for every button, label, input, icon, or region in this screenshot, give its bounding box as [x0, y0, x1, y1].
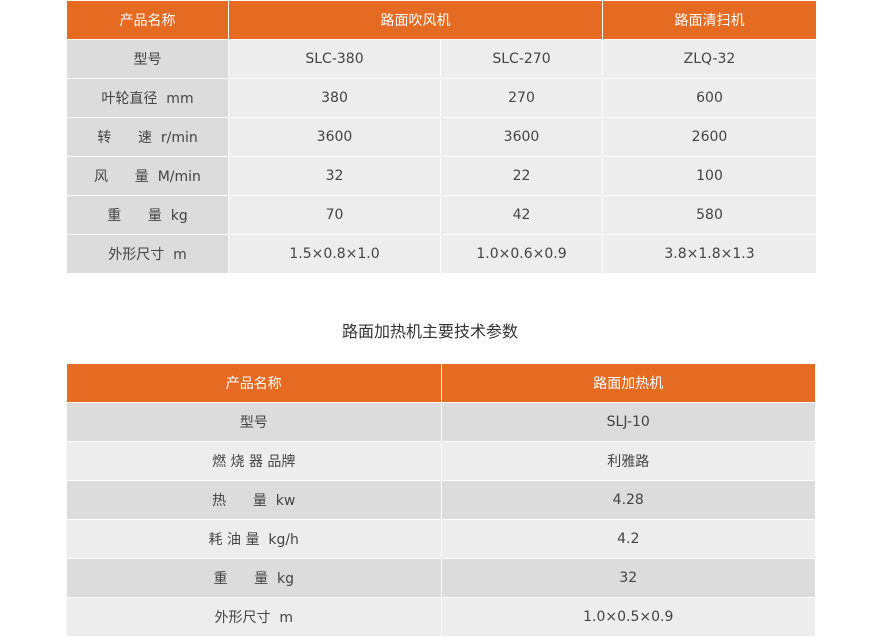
- value-cell: 42: [440, 195, 603, 235]
- header-blower: 路面吹风机: [228, 0, 603, 40]
- value-cell: 1.5×0.8×1.0: [228, 234, 441, 274]
- header-product-name: 产品名称: [66, 0, 229, 40]
- value-cell: 3.8×1.8×1.3: [602, 234, 817, 274]
- table-row: 型号 SLC-380 SLC-270 ZLQ-32: [66, 39, 817, 79]
- table-row: 外形尺寸 m 1.0×0.5×0.9: [66, 597, 816, 637]
- label-cell: 耗 油 量 kg/h: [66, 519, 442, 559]
- value-cell: 100: [602, 156, 817, 196]
- label-cell: 热 量 kw: [66, 480, 442, 520]
- label-cell: 叶轮直径 mm: [66, 78, 229, 118]
- value-cell: 3600: [440, 117, 603, 157]
- value-cell: 22: [440, 156, 603, 196]
- label-cell: 型号: [66, 39, 229, 79]
- header-product-name: 产品名称: [66, 363, 442, 403]
- table-row: 热 量 kw 4.28: [66, 480, 816, 520]
- value-cell: 580: [602, 195, 817, 235]
- value-cell: 4.28: [440, 480, 816, 520]
- label-cell: 燃 烧 器 品牌: [66, 441, 442, 481]
- value-cell: 70: [228, 195, 441, 235]
- table-row: 燃 烧 器 品牌 利雅路: [66, 441, 816, 481]
- header-sweeper: 路面清扫机: [602, 0, 817, 40]
- table-row: 叶轮直径 mm 380 270 600: [66, 78, 817, 118]
- value-cell: 1.0×0.5×0.9: [440, 597, 816, 637]
- value-cell: 380: [228, 78, 441, 118]
- header-heater: 路面加热机: [440, 363, 816, 403]
- label-cell: 重 量 kg: [66, 558, 442, 598]
- table-row: 型号 SLJ-10: [66, 402, 816, 442]
- blower-sweeper-spec-table: 产品名称 路面吹风机 路面清扫机 型号 SLC-380 SLC-270 ZLQ-32 叶…: [66, 0, 817, 274]
- value-cell: 2600: [602, 117, 817, 157]
- heater-spec-table: 产品名称 路面加热机 型号 SLJ-10 燃 烧 器 品牌 利雅路热 量 kw 4.28…: [66, 363, 816, 637]
- value-cell: 32: [440, 558, 816, 598]
- value-cell: SLJ-10: [440, 402, 816, 442]
- label-cell: 重 量 kg: [66, 195, 229, 235]
- table-row: 风 量 M/min 32 22 100: [66, 156, 817, 196]
- label-cell: 外形尺寸 m: [66, 234, 229, 274]
- label-cell: 型号: [66, 402, 442, 442]
- value-cell: 3600: [228, 117, 441, 157]
- value-cell: SLC-270: [440, 39, 603, 79]
- table-row: 重 量 kg 70 42 580: [66, 195, 817, 235]
- value-cell: ZLQ-32: [602, 39, 817, 79]
- value-cell: 270: [440, 78, 603, 118]
- header-row: 产品名称 路面吹风机 路面清扫机: [66, 0, 817, 40]
- value-cell: 600: [602, 78, 817, 118]
- value-cell: 32: [228, 156, 441, 196]
- value-cell: 1.0×0.6×0.9: [440, 234, 603, 274]
- header-row: 产品名称 路面加热机: [66, 363, 816, 403]
- label-cell: 外形尺寸 m: [66, 597, 442, 637]
- value-cell: 利雅路: [440, 441, 816, 481]
- table-row: 转 速 r/min 3600 3600 2600: [66, 117, 817, 157]
- section-title: 路面加热机主要技术参数: [341, 322, 518, 341]
- value-cell: 4.2: [440, 519, 816, 559]
- label-cell: 转 速 r/min: [66, 117, 229, 157]
- value-cell: SLC-380: [228, 39, 441, 79]
- table-row: 外形尺寸 m 1.5×0.8×1.0 1.0×0.6×0.9 3.8×1.8×1.3: [66, 234, 817, 274]
- label-cell: 风 量 M/min: [66, 156, 229, 196]
- table-row: 重 量 kg 32: [66, 558, 816, 598]
- table-row: 耗 油 量 kg/h 4.2: [66, 519, 816, 559]
